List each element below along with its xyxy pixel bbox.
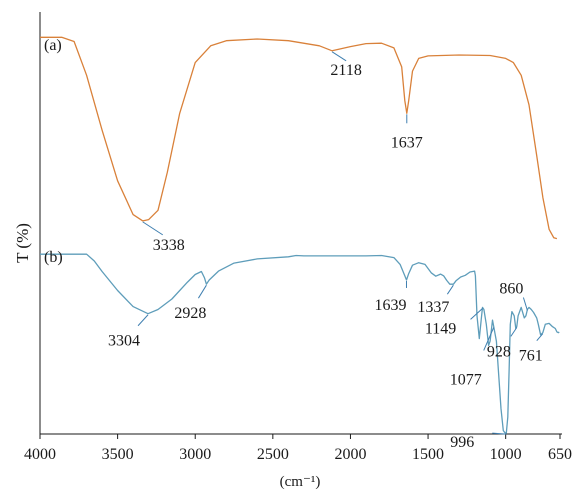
- plot-axes: [39, 12, 562, 435]
- peak-label: 761: [519, 348, 543, 365]
- peak-leader-line: [510, 327, 518, 337]
- peak-label: 3304: [108, 333, 140, 350]
- x-axis-label: (cm⁻¹): [280, 474, 321, 490]
- x-tick-label: 2000: [334, 446, 366, 463]
- x-tick-label: 3000: [179, 446, 211, 463]
- peak-label: 1077: [450, 371, 482, 388]
- peak-label: 2118: [330, 62, 361, 79]
- annotation-layer: 3338 2118 1637 3304 2928 1639 1337 1149 1077 996 9…: [108, 51, 544, 451]
- peak-label: 860: [499, 281, 523, 298]
- x-axis-ticks: 4000 3500 3000 2500 2000 1500 1000 650: [24, 434, 572, 463]
- peak-leader-line: [197, 284, 207, 299]
- peak-label: 1637: [391, 134, 423, 151]
- x-tick-label: 1500: [412, 446, 444, 463]
- peak-label: 3338: [153, 237, 185, 254]
- peak-leader-line: [446, 284, 454, 295]
- peak-label: 928: [487, 343, 511, 360]
- peak-label: 996: [450, 434, 474, 451]
- peak-label: 2928: [174, 305, 206, 322]
- x-tick-label: 2500: [257, 446, 289, 463]
- y-axis-label: T (%): [13, 223, 32, 263]
- peak-leader-line: [522, 297, 528, 311]
- peak-leader-line: [142, 221, 164, 236]
- peak-label: 1639: [374, 297, 406, 314]
- peak-leader-line: [470, 308, 483, 320]
- x-tick-label: 650: [548, 446, 572, 463]
- x-tick-label: 3500: [102, 446, 134, 463]
- series-layer: [40, 36, 560, 434]
- peak-leader-line: [536, 333, 544, 342]
- series-line-a: [40, 36, 558, 240]
- series-line-b: [40, 253, 560, 434]
- peak-leader-line: [137, 314, 149, 327]
- peak-label: 1149: [425, 320, 456, 337]
- peak-label: 1337: [417, 299, 449, 316]
- x-tick-label: 4000: [24, 446, 56, 463]
- peak-leader-line: [492, 432, 507, 435]
- series-label-b: (b): [44, 249, 63, 266]
- series-label-a: (a): [44, 37, 62, 54]
- x-tick-label: 1000: [490, 446, 522, 463]
- peak-leader-line: [331, 51, 347, 62]
- peak-leader-line: [483, 327, 495, 351]
